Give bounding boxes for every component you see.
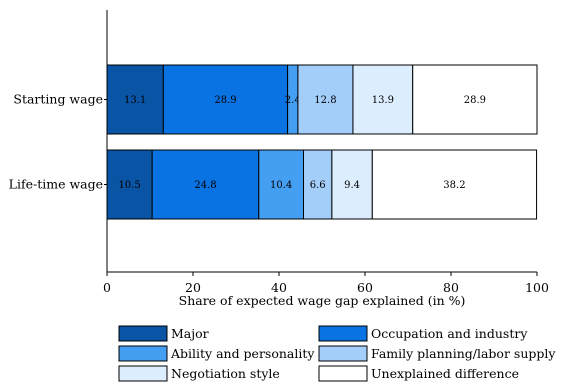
data-label-starting-wage-negotiation-style: 13.9 <box>372 95 394 106</box>
x-tick-label-80: 80 <box>443 280 459 295</box>
x-tick-label-60: 60 <box>357 280 373 295</box>
legend-label-unexplained-difference: Unexplained difference <box>371 366 519 381</box>
x-tick-label-40: 40 <box>271 280 287 295</box>
bar-life-time-wage-major <box>106 149 153 220</box>
data-label-life-time-wage-ability-and-personality: 10.4 <box>270 180 292 191</box>
x-axis-title: Share of expected wage gap explained (in… <box>179 293 466 308</box>
data-label-life-time-wage-family-planning-labor-supply: 6.6 <box>310 180 326 191</box>
bar-starting-wage-major <box>106 64 164 135</box>
x-tick-label-100: 100 <box>525 280 549 295</box>
legend-swatch-family-planning-labor-supply <box>318 345 368 362</box>
x-tick-label-20: 20 <box>185 280 201 295</box>
legend-swatch-unexplained-difference <box>318 365 368 382</box>
data-label-starting-wage-ability-and-personality: 2.4 <box>285 95 301 106</box>
bar-starting-wage-occupation-and-industry <box>162 64 289 135</box>
data-label-life-time-wage-major: 10.5 <box>118 180 140 191</box>
x-tick-label-0: 0 <box>103 280 111 295</box>
category-label-life-time-wage: Life-time wage <box>9 177 103 192</box>
bar-starting-wage-family-planning-labor-supply <box>297 64 354 135</box>
data-label-life-time-wage-negotiation-style: 9.4 <box>344 180 360 191</box>
bar-life-time-wage-unexplained-difference <box>371 149 538 220</box>
legend-swatch-occupation-and-industry <box>318 325 368 342</box>
bar-life-time-wage-occupation-and-industry <box>151 149 260 220</box>
data-label-life-time-wage-occupation-and-industry: 24.8 <box>194 180 216 191</box>
data-label-starting-wage-occupation-and-industry: 28.9 <box>214 95 236 106</box>
data-label-starting-wage-family-planning-labor-supply: 12.8 <box>314 95 336 106</box>
legend-label-negotiation-style: Negotiation style <box>171 366 280 381</box>
data-label-life-time-wage-unexplained-difference: 38.2 <box>443 180 465 191</box>
data-label-starting-wage-major: 13.1 <box>124 95 146 106</box>
legend-label-ability-and-personality: Ability and personality <box>170 346 315 361</box>
category-label-starting-wage: Starting wage <box>13 92 103 107</box>
legend: Major Occupation and industry Ability and … <box>118 325 556 382</box>
legend-swatch-negotiation-style <box>118 365 168 382</box>
bar-starting-wage-negotiation-style <box>352 64 414 135</box>
bar-life-time-wage-ability-and-personality <box>258 149 305 220</box>
legend-label-occupation-and-industry: Occupation and industry <box>371 326 528 341</box>
legend-label-family-planning-labor-supply: Family planning/labor supply <box>371 346 556 361</box>
legend-label-major: Major <box>171 326 209 341</box>
data-label-starting-wage-unexplained-difference: 28.9 <box>464 95 486 106</box>
bars-layer: 13.1 28.9 2.4 12.8 13.9 28.9 10.5 24.8 10.4 6.6 9.… <box>106 64 538 220</box>
legend-swatch-major <box>118 325 168 342</box>
bar-life-time-wage-negotiation-style <box>331 149 373 220</box>
bar-life-time-wage-family-planning-labor-supply <box>303 149 333 220</box>
bar-starting-wage-unexplained-difference <box>412 64 538 135</box>
axes-layer: Starting wage Life-time wage 0 20 40 60 80 100 <box>9 10 549 295</box>
legend-swatch-ability-and-personality <box>118 345 168 362</box>
